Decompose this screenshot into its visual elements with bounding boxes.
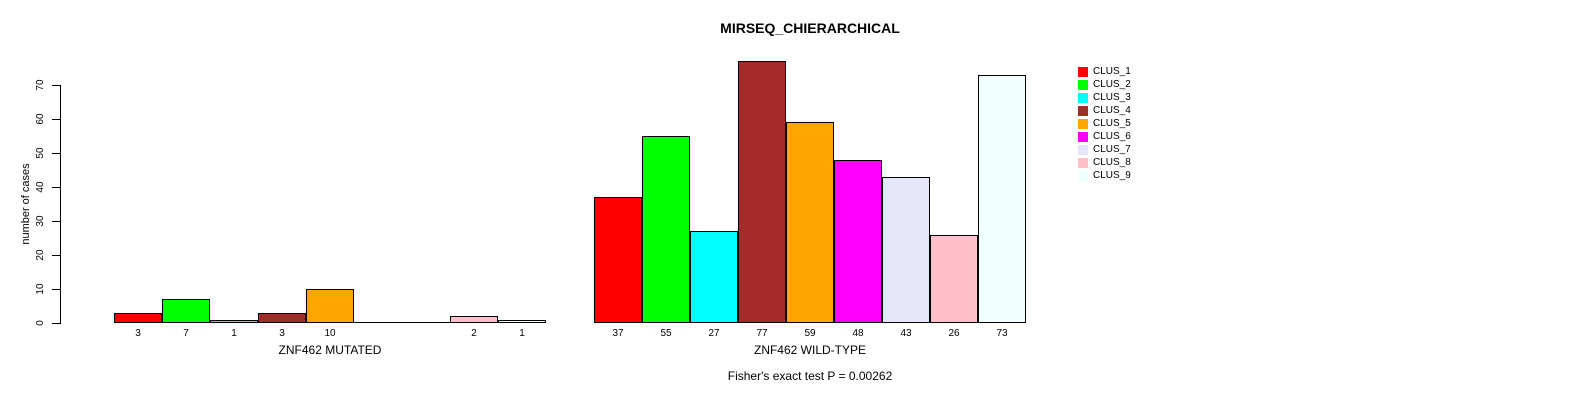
legend-row-CLUS_2: CLUS_2: [1078, 78, 1131, 91]
bar-value-label-CLUS_7-wild-type: 43: [900, 328, 912, 339]
bar-CLUS_8-mutated: [450, 316, 498, 323]
bar-CLUS_8-wild-type: [930, 235, 978, 323]
y-tick-label-50: 50: [35, 147, 46, 159]
legend-label-CLUS_7: CLUS_7: [1093, 144, 1131, 155]
legend-label-CLUS_4: CLUS_4: [1093, 105, 1131, 116]
legend-label-CLUS_1: CLUS_1: [1093, 66, 1131, 77]
y-tick-70: [52, 85, 60, 86]
legend-row-CLUS_1: CLUS_1: [1078, 65, 1131, 78]
bar-CLUS_3-mutated: [210, 320, 258, 323]
bar-value-label-CLUS_2-wild-type: 55: [660, 328, 672, 339]
y-tick-40: [52, 187, 60, 188]
legend-label-CLUS_8: CLUS_8: [1093, 157, 1131, 168]
y-tick-10: [52, 289, 60, 290]
legend-swatch-CLUS_8: [1078, 157, 1088, 168]
x-axis-label-wild-type: ZNF462 WILD-TYPE: [753, 343, 867, 357]
bar-CLUS_9-wild-type: [978, 75, 1026, 323]
y-tick-60: [52, 119, 60, 120]
bar-value-label-CLUS_4-wild-type: 77: [756, 328, 768, 339]
bar-zero-CLUS_6-mutated: [354, 322, 402, 323]
legend-swatch-CLUS_4: [1078, 105, 1088, 116]
legend-label-CLUS_6: CLUS_6: [1093, 131, 1131, 142]
y-tick-label-60: 60: [35, 113, 46, 125]
bar-CLUS_2-mutated: [162, 299, 210, 323]
legend-row-CLUS_4: CLUS_4: [1078, 104, 1131, 117]
legend-row-CLUS_6: CLUS_6: [1078, 130, 1131, 143]
legend-row-CLUS_3: CLUS_3: [1078, 91, 1131, 104]
bar-CLUS_1-mutated: [114, 313, 162, 323]
legend-row-CLUS_9: CLUS_9: [1078, 169, 1131, 182]
bar-CLUS_7-wild-type: [882, 177, 930, 323]
legend-swatch-CLUS_6: [1078, 131, 1088, 142]
bar-value-label-CLUS_4-mutated: 3: [279, 328, 285, 339]
bar-CLUS_1-wild-type: [594, 197, 642, 323]
legend-swatch-CLUS_1: [1078, 66, 1088, 77]
bar-value-label-CLUS_3-mutated: 1: [231, 328, 237, 339]
legend-swatch-CLUS_9: [1078, 170, 1088, 181]
bar-value-label-CLUS_6-wild-type: 48: [852, 328, 864, 339]
bar-zero-CLUS_7-mutated: [402, 322, 450, 323]
y-tick-0: [52, 323, 60, 324]
bar-value-label-CLUS_1-mutated: 3: [135, 328, 141, 339]
bar-CLUS_3-wild-type: [690, 231, 738, 323]
y-tick-label-40: 40: [35, 181, 46, 193]
bar-CLUS_5-wild-type: [786, 122, 834, 323]
legend-row-CLUS_5: CLUS_5: [1078, 117, 1131, 130]
y-tick-30: [52, 221, 60, 222]
legend-label-CLUS_3: CLUS_3: [1093, 92, 1131, 103]
bar-CLUS_9-mutated: [498, 320, 546, 323]
y-tick-20: [52, 255, 60, 256]
y-tick-label-10: 10: [35, 283, 46, 295]
legend-swatch-CLUS_5: [1078, 118, 1088, 129]
bar-value-label-CLUS_9-wild-type: 73: [996, 328, 1008, 339]
y-tick-label-30: 30: [35, 215, 46, 227]
y-axis-line: [60, 85, 61, 324]
bar-CLUS_6-wild-type: [834, 160, 882, 323]
legend-swatch-CLUS_3: [1078, 92, 1088, 103]
bar-value-label-CLUS_9-mutated: 1: [519, 328, 525, 339]
y-tick-label-0: 0: [35, 320, 46, 326]
legend-label-CLUS_5: CLUS_5: [1093, 118, 1131, 129]
y-tick-50: [52, 153, 60, 154]
y-axis-label: number of cases: [20, 163, 32, 245]
bar-value-label-CLUS_5-wild-type: 59: [804, 328, 816, 339]
bar-value-label-CLUS_5-mutated: 10: [324, 328, 336, 339]
x-axis-label-mutated: ZNF462 MUTATED: [278, 343, 382, 357]
legend-row-CLUS_8: CLUS_8: [1078, 156, 1131, 169]
legend: CLUS_1 CLUS_2 CLUS_3 CLUS_4 CLUS_5 CLUS_6 CLUS…: [1078, 65, 1131, 182]
y-tick-label-70: 70: [35, 79, 46, 91]
bar-CLUS_4-wild-type: [738, 61, 786, 323]
legend-row-CLUS_7: CLUS_7: [1078, 143, 1131, 156]
legend-label-CLUS_2: CLUS_2: [1093, 79, 1131, 90]
bar-value-label-CLUS_2-mutated: 7: [183, 328, 189, 339]
fisher-test-footnote: Fisher's exact test P = 0.00262: [727, 369, 893, 383]
bar-CLUS_2-wild-type: [642, 136, 690, 323]
bar-value-label-CLUS_3-wild-type: 27: [708, 328, 720, 339]
bar-CLUS_4-mutated: [258, 313, 306, 323]
y-tick-label-20: 20: [35, 249, 46, 261]
bar-CLUS_5-mutated: [306, 289, 354, 323]
bar-value-label-CLUS_8-wild-type: 26: [948, 328, 960, 339]
legend-swatch-CLUS_2: [1078, 79, 1088, 90]
chart-title: MIRSEQ_CHIERARCHICAL: [720, 20, 900, 36]
legend-swatch-CLUS_7: [1078, 144, 1088, 155]
legend-label-CLUS_9: CLUS_9: [1093, 170, 1131, 181]
bar-value-label-CLUS_1-wild-type: 37: [612, 328, 624, 339]
bar-value-label-CLUS_8-mutated: 2: [471, 328, 477, 339]
